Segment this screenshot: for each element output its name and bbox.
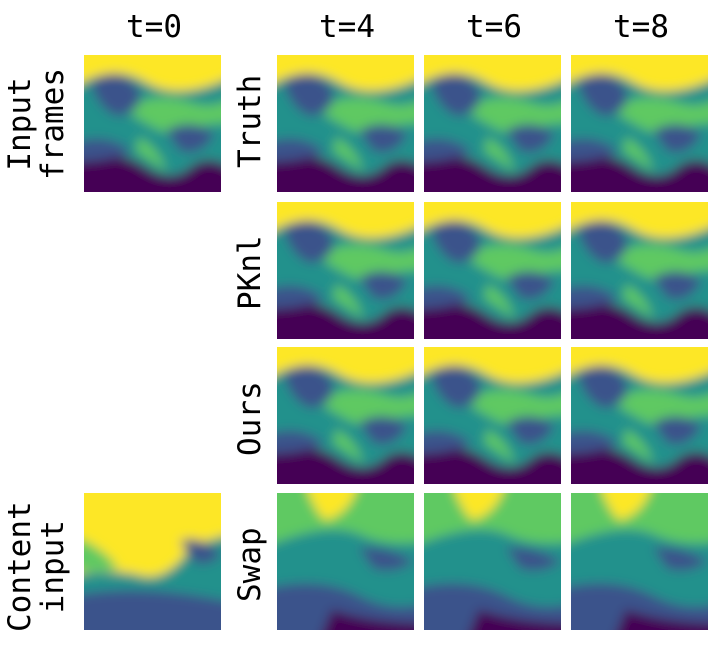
panel-image [84, 493, 221, 630]
panel-pknl-t8 [571, 202, 708, 339]
column-header-t8: t=8 [613, 9, 669, 45]
panel-image [571, 493, 708, 630]
row-label-input-frames: Input frames [2, 68, 71, 180]
row-label-pknl: PKnl [232, 235, 268, 310]
row-label-ours: Ours [232, 381, 268, 456]
column-header-t6: t=6 [466, 9, 522, 45]
panel-truth-t4 [277, 55, 414, 192]
panel-content-input-t0 [84, 493, 221, 630]
panel-image [84, 55, 221, 192]
panel-ours-t8 [571, 347, 708, 484]
panel-image [424, 347, 561, 484]
panel-ours-t4 [277, 347, 414, 484]
column-header-t4: t=4 [319, 9, 375, 45]
panel-truth-t8 [571, 55, 708, 192]
row-label-content-input: Content input [2, 501, 71, 632]
panel-image [277, 55, 414, 192]
panel-pknl-t6 [424, 202, 561, 339]
row-label-truth: Truth [232, 74, 268, 168]
column-header-t0: t=0 [126, 9, 182, 45]
panel-swap-t8 [571, 493, 708, 630]
panel-swap-t6 [424, 493, 561, 630]
panel-image [277, 493, 414, 630]
panel-image [571, 202, 708, 339]
row-label-swap: Swap [232, 527, 268, 602]
panel-image [571, 347, 708, 484]
panel-truth-t6 [424, 55, 561, 192]
panel-image [277, 202, 414, 339]
panel-image [424, 493, 561, 630]
panel-image [277, 347, 414, 484]
panel-image [571, 55, 708, 192]
panel-image [424, 55, 561, 192]
panel-pknl-t4 [277, 202, 414, 339]
panel-input-frames-t0 [84, 55, 221, 192]
panel-ours-t6 [424, 347, 561, 484]
panel-image [424, 202, 561, 339]
panel-swap-t4 [277, 493, 414, 630]
